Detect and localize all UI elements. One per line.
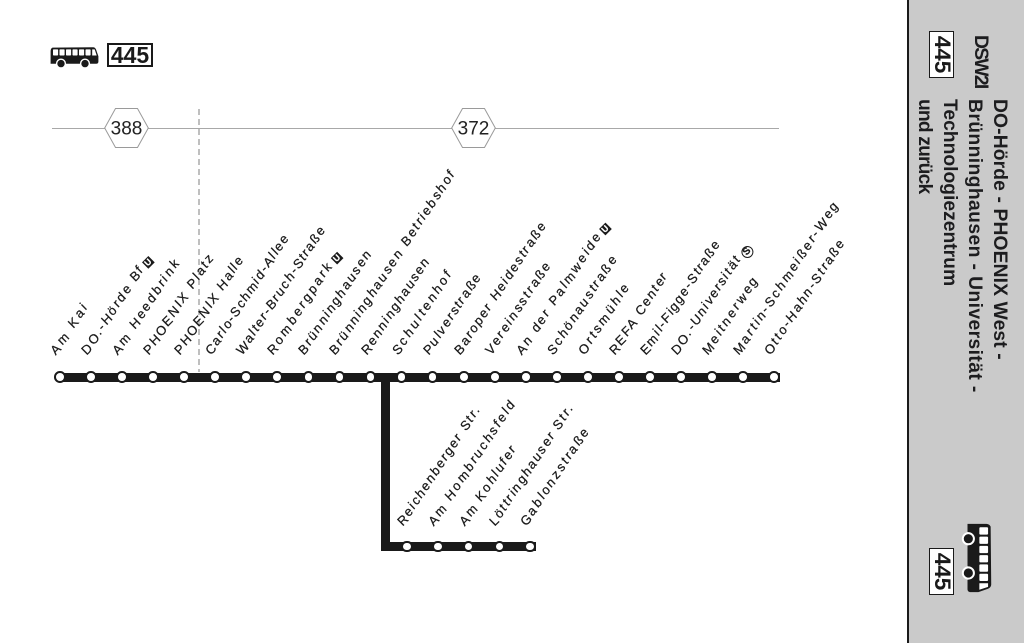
svg-text:388: 388 [110,119,142,140]
svg-text:372: 372 [457,119,489,140]
